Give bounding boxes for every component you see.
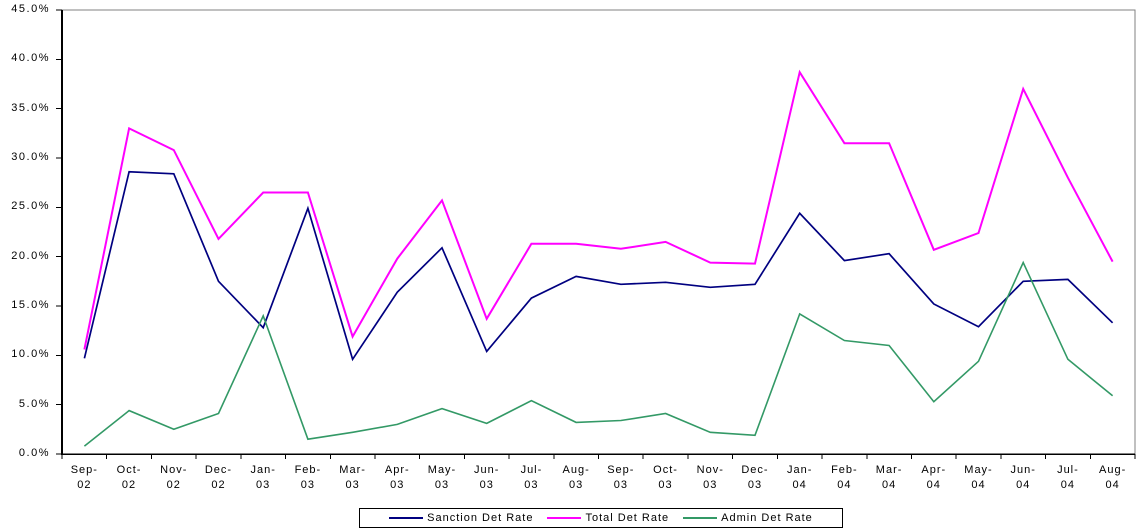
x-axis-category-label: May- 04 xyxy=(956,463,1001,493)
x-label-month: Feb- xyxy=(294,464,322,476)
x-label-month: Jun- xyxy=(474,464,500,476)
x-label-month: Sep- xyxy=(607,464,635,476)
y-axis-tick-label: 20.0% xyxy=(11,249,50,262)
x-axis-category-label: Apr- 03 xyxy=(375,463,420,493)
legend-item-admin-det-rate: Admin Det Rate xyxy=(683,512,813,524)
x-axis-category-label: Jun- 04 xyxy=(1001,463,1046,493)
x-label-month: Jan- xyxy=(250,464,276,476)
x-label-month: Jul- xyxy=(1057,464,1079,476)
legend-label: Total Det Rate xyxy=(585,512,670,524)
x-axis-category-label: Feb- 03 xyxy=(286,463,331,493)
x-axis-category-label: Mar- 03 xyxy=(330,463,375,493)
x-axis-category-label: Jan- 04 xyxy=(777,463,822,493)
x-label-month: Apr- xyxy=(921,464,947,476)
legend-label: Sanction Det Rate xyxy=(427,512,534,524)
series-line-admin-det-rate xyxy=(83,260,1114,447)
x-label-year: 03 xyxy=(524,479,539,491)
x-label-year: 03 xyxy=(613,479,628,491)
plot-area-border xyxy=(61,9,1136,455)
x-axis-category-label: Sep- 02 xyxy=(62,463,107,493)
x-axis-category-label: Feb- 04 xyxy=(822,463,867,493)
x-label-year: 04 xyxy=(971,479,986,491)
x-label-month: Sep- xyxy=(70,464,98,476)
x-axis-category-label: Oct- 02 xyxy=(107,463,152,493)
x-axis-category-label: Aug- 04 xyxy=(1090,463,1135,493)
x-label-year: 04 xyxy=(792,479,807,491)
y-axis-tick-label: 30.0% xyxy=(11,151,50,163)
x-axis-category-label: Nov- 02 xyxy=(151,463,196,493)
x-axis-category-label: Oct- 03 xyxy=(643,463,688,493)
x-label-month: Jun- xyxy=(1010,464,1036,476)
y-axis-tick-label: 45.0% xyxy=(11,3,50,15)
x-label-month: Aug- xyxy=(1099,464,1127,476)
x-label-year: 04 xyxy=(837,479,852,491)
x-label-month: Dec- xyxy=(741,464,769,476)
x-label-year: 04 xyxy=(881,479,897,491)
x-label-month: Oct- xyxy=(116,464,142,476)
legend-line-swatch xyxy=(683,517,718,519)
legend-label: Admin Det Rate xyxy=(721,512,813,524)
x-label-year: 03 xyxy=(747,479,763,491)
x-axis-category-label: Mar- 04 xyxy=(867,463,912,493)
y-axis-tick-label: 35.0% xyxy=(11,101,50,114)
x-label-month: May- xyxy=(964,464,993,476)
x-axis-category-label: Jul- 03 xyxy=(509,463,554,493)
x-axis-category-label: Jan- 03 xyxy=(241,463,286,493)
x-label-year: 03 xyxy=(569,479,584,491)
x-label-month: May- xyxy=(427,464,457,476)
x-label-month: Nov- xyxy=(160,464,188,476)
x-axis-category-label: Jun- 03 xyxy=(464,463,509,493)
x-label-month: Mar- xyxy=(875,464,903,476)
legend-item-sanction-det-rate: Sanction Det Rate xyxy=(389,512,533,524)
x-label-year: 02 xyxy=(77,479,92,491)
y-axis-tick-label: 40.0% xyxy=(11,52,50,65)
x-label-month: Oct- xyxy=(653,464,678,476)
x-label-year: 03 xyxy=(300,479,315,491)
x-axis-category-label: Nov- 03 xyxy=(688,463,733,493)
x-label-month: Apr- xyxy=(384,464,410,476)
x-axis-category-label: Aug- 03 xyxy=(554,463,599,493)
x-label-year: 03 xyxy=(479,479,494,491)
legend-line-swatch xyxy=(389,517,424,519)
y-axis-tick-label: 15.0% xyxy=(11,299,50,311)
y-axis-tick-label: 10.0% xyxy=(11,348,50,361)
x-label-month: Jan- xyxy=(786,464,813,476)
x-label-year: 03 xyxy=(703,479,718,491)
x-label-year: 02 xyxy=(121,479,137,491)
x-axis-category-label: Dec- 03 xyxy=(733,463,778,493)
x-label-month: Mar- xyxy=(339,464,366,476)
x-label-month: Nov- xyxy=(696,464,724,476)
x-label-year: 04 xyxy=(1060,479,1076,491)
x-label-year: 03 xyxy=(390,479,405,491)
series-line-total-det-rate xyxy=(83,69,1114,350)
x-label-year: 04 xyxy=(926,479,941,491)
x-label-year: 03 xyxy=(256,479,271,491)
x-label-year: 03 xyxy=(434,479,450,491)
x-axis-category-label: Jul- 04 xyxy=(1046,463,1091,493)
x-label-month: Feb- xyxy=(831,464,858,476)
legend-item-total-det-rate: Total Det Rate xyxy=(547,512,669,524)
x-label-month: Dec- xyxy=(204,464,233,476)
x-axis-category-label: Sep- 03 xyxy=(599,463,644,493)
series-line-sanction-det-rate xyxy=(83,170,1114,362)
x-label-year: 04 xyxy=(1016,479,1031,491)
chart-legend: Sanction Det Rate Total Det Rate Admin Det… xyxy=(359,508,843,528)
y-axis-tick-label: 0.0% xyxy=(18,447,50,459)
x-label-year: 02 xyxy=(211,479,226,491)
x-axis-category-label: May- 03 xyxy=(420,463,465,493)
x-label-year: 02 xyxy=(166,479,181,491)
y-axis-tick-label: 5.0% xyxy=(18,397,50,410)
x-label-month: Jul- xyxy=(520,464,543,476)
legend-line-swatch xyxy=(547,517,582,519)
x-label-month: Aug- xyxy=(562,464,590,476)
x-axis-category-label: Apr- 04 xyxy=(911,463,956,493)
x-axis-category-label: Dec- 02 xyxy=(196,463,241,493)
x-label-year: 04 xyxy=(1105,479,1120,491)
x-label-year: 03 xyxy=(658,479,673,491)
x-label-year: 03 xyxy=(345,479,360,491)
y-axis-tick-label: 25.0% xyxy=(11,200,50,213)
